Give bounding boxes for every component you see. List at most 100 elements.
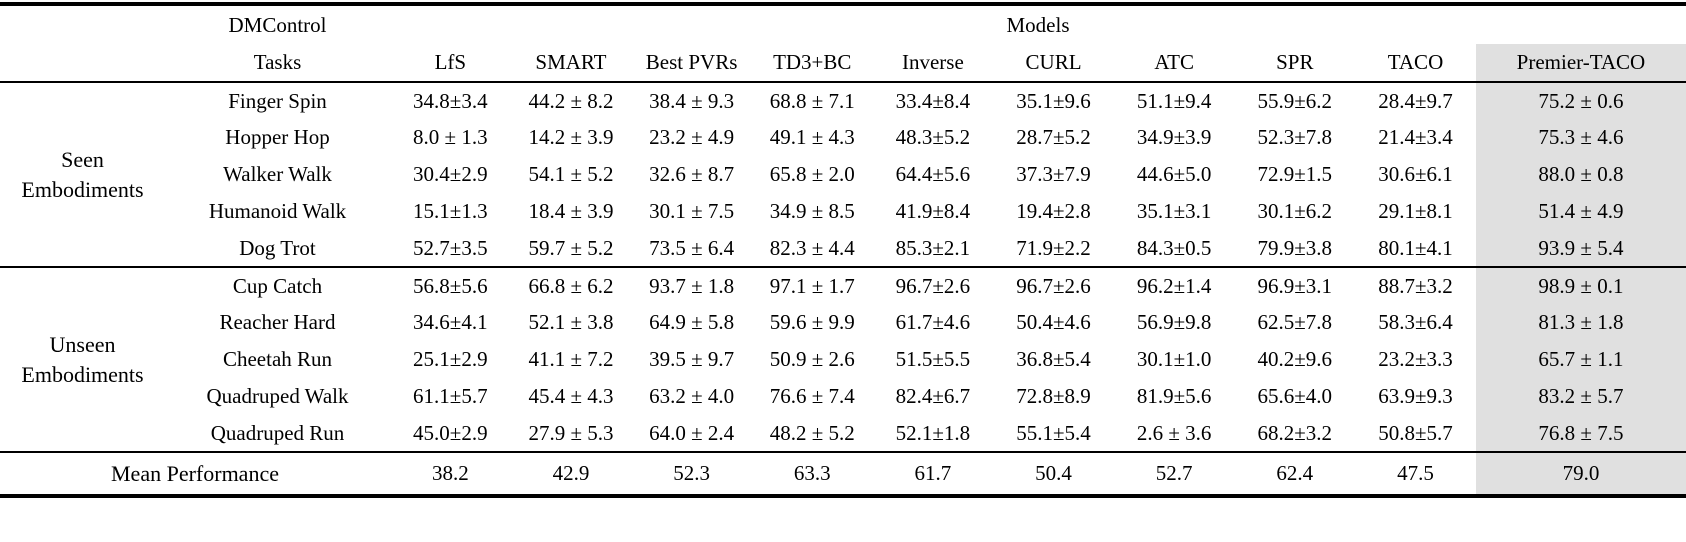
cell-value: 35.1±3.1 — [1136, 199, 1212, 223]
cell-value: 63.2 ± 4.0 — [649, 384, 735, 408]
results-table: DMControl Models Tasks LfS SMART Best PV… — [0, 2, 1686, 498]
mean-value: 42.9 — [552, 461, 590, 485]
task-label: Walker Walk — [223, 162, 332, 186]
column-header-taco: TACO — [1387, 50, 1444, 74]
models-heading: Models — [1006, 12, 1070, 37]
cell-value: 28.4±9.7 — [1378, 88, 1453, 113]
cell-value: 36.8±5.4 — [1016, 347, 1091, 371]
mean-value: 38.2 — [431, 461, 469, 485]
cell-value: 88.7±3.2 — [1378, 273, 1453, 298]
highlight-cell: 81.3 ± 1.8 — [1475, 304, 1686, 341]
cell-value: 62.5±7.8 — [1257, 310, 1333, 334]
cell-value: 30.4±2.9 — [413, 162, 488, 186]
mean-value: 63.3 — [793, 461, 831, 485]
cell-value: 59.6 ± 9.9 — [769, 310, 855, 334]
cell-value: 72.9±1.5 — [1257, 162, 1333, 186]
cell-value: 50.9 ± 2.6 — [769, 347, 855, 371]
cell-value: 48.2 ± 5.2 — [769, 420, 855, 445]
task-label: Finger Spin — [228, 88, 327, 113]
cell-value: 64.4±5.6 — [895, 162, 971, 186]
cell-value: 54.1 ± 5.2 — [528, 162, 614, 186]
cell-value: 52.7±3.5 — [413, 235, 488, 260]
cell-value: 25.1±2.9 — [413, 347, 488, 371]
column-header-smart: SMART — [535, 50, 607, 74]
cell-value: 73.5 ± 6.4 — [649, 235, 735, 260]
table-row: Hopper Hop 8.0 ± 1.3 14.2 ± 3.9 23.2 ± 4… — [0, 119, 1686, 156]
cell-value: 52.1 ± 3.8 — [528, 310, 614, 334]
mean-value: 52.3 — [673, 461, 710, 485]
corner-cell — [0, 44, 165, 82]
cell-value: 44.6±5.0 — [1136, 162, 1212, 186]
cell-value: 72.8±8.9 — [1016, 384, 1091, 408]
tasks-heading: Tasks — [253, 50, 302, 74]
cell-value: 14.2 ± 3.9 — [528, 125, 614, 149]
column-header-inverse: Inverse — [901, 50, 964, 74]
task-label: Cup Catch — [232, 273, 323, 298]
table-row: Seen Embodiments Finger Spin 34.8±3.4 44… — [0, 82, 1686, 202]
cell-value: 40.2±9.6 — [1257, 347, 1333, 371]
cell-value: 34.9±3.9 — [1136, 125, 1212, 149]
cell-value: 34.9 ± 8.5 — [769, 199, 855, 223]
cell-value: 56.9±9.8 — [1136, 310, 1212, 334]
cell-value: 96.7±2.6 — [1016, 273, 1091, 298]
highlight-cell: 83.2 ± 5.7 — [1475, 378, 1686, 415]
cell-value: 30.1±1.0 — [1136, 347, 1212, 371]
group-label-line: Seen — [61, 146, 104, 172]
cell-value: 41.9±8.4 — [895, 199, 971, 223]
cell-value: 15.1±1.3 — [413, 199, 488, 223]
task-label: Dog Trot — [239, 235, 316, 260]
table-row: Dog Trot 52.7±3.5 59.7 ± 5.2 73.5 ± 6.4 … — [0, 230, 1686, 267]
highlight-cell: 75.2 ± 0.6 — [1475, 82, 1686, 119]
cell-value: 50.4±4.6 — [1016, 310, 1091, 334]
task-label: Cheetah Run — [222, 347, 333, 371]
cell-value: 23.2 ± 4.9 — [649, 125, 735, 149]
group-label-line: Unseen — [49, 331, 116, 357]
table-row: Quadruped Walk 61.1±5.7 45.4 ± 4.3 63.2 … — [0, 378, 1686, 415]
cell-value: 45.4 ± 4.3 — [528, 384, 614, 408]
cell-value: 65.8 ± 2.0 — [769, 162, 855, 186]
cell-value: 34.8±3.4 — [413, 88, 488, 113]
highlight-cell: 65.7 ± 1.1 — [1475, 341, 1686, 378]
cell-value: 97.1 ± 1.7 — [769, 273, 855, 298]
mean-performance-row: Mean Performance 38.2 42.9 52.3 63.3 61.… — [0, 452, 1686, 496]
cell-value: 66.8 ± 6.2 — [528, 273, 614, 298]
column-header-atc: ATC — [1154, 50, 1194, 74]
cell-value: 19.4±2.8 — [1016, 199, 1091, 223]
cell-value: 34.6±4.1 — [413, 310, 488, 334]
cell-value: 96.9±3.1 — [1257, 273, 1333, 298]
cell-value: 96.7±2.6 — [895, 273, 971, 298]
cell-value: 33.4±8.4 — [895, 88, 971, 113]
cell-value: 30.1 ± 7.5 — [649, 199, 735, 223]
group-label-unseen: Unseen Embodiments — [0, 267, 165, 452]
cell-value: 52.1±1.8 — [895, 420, 971, 445]
cell-value: 18.4 ± 3.9 — [528, 199, 614, 223]
cell-value: 82.4±6.7 — [895, 384, 971, 408]
cell-value: 96.2±1.4 — [1136, 273, 1212, 298]
cell-value: 68.2±3.2 — [1257, 420, 1333, 445]
cell-value: 58.3±6.4 — [1378, 310, 1453, 334]
unseen-embodiments-group: Unseen Embodiments Cup Catch 56.8±5.6 66… — [0, 267, 1686, 452]
table-row: Cheetah Run 25.1±2.9 41.1 ± 7.2 39.5 ± 9… — [0, 341, 1686, 378]
cell-value: 55.1±5.4 — [1016, 420, 1091, 445]
cell-value: 61.7±4.6 — [895, 310, 971, 334]
task-label: Quadruped Walk — [206, 384, 349, 408]
cell-value: 44.2 ± 8.2 — [528, 88, 614, 113]
cell-value: 79.9±3.8 — [1257, 235, 1333, 260]
table-row: Humanoid Walk 15.1±1.3 18.4 ± 3.9 30.1 ±… — [0, 193, 1686, 230]
group-label-seen: Seen Embodiments — [0, 82, 165, 267]
highlight-cell: 88.0 ± 0.8 — [1475, 156, 1686, 193]
cell-value: 39.5 ± 9.7 — [649, 347, 735, 371]
header-row-top: DMControl Models — [0, 4, 1686, 44]
cell-value: 37.3±7.9 — [1016, 162, 1091, 186]
mean-value: 62.4 — [1276, 461, 1314, 485]
table-footer: Mean Performance 38.2 42.9 52.3 63.3 61.… — [0, 452, 1686, 496]
cell-value: 82.3 ± 4.4 — [769, 235, 855, 260]
mean-value: 61.7 — [914, 461, 952, 485]
task-label: Humanoid Walk — [208, 199, 347, 223]
mean-performance-label: Mean Performance — [111, 460, 279, 486]
cell-value: 2.6 ± 3.6 — [1136, 420, 1212, 445]
cell-value: 68.8 ± 7.1 — [769, 88, 855, 113]
cell-value: 51.1±9.4 — [1136, 88, 1212, 113]
highlight-cell: 76.8 ± 7.5 — [1475, 415, 1686, 452]
mean-highlight-cell: 79.0 — [1475, 452, 1686, 496]
